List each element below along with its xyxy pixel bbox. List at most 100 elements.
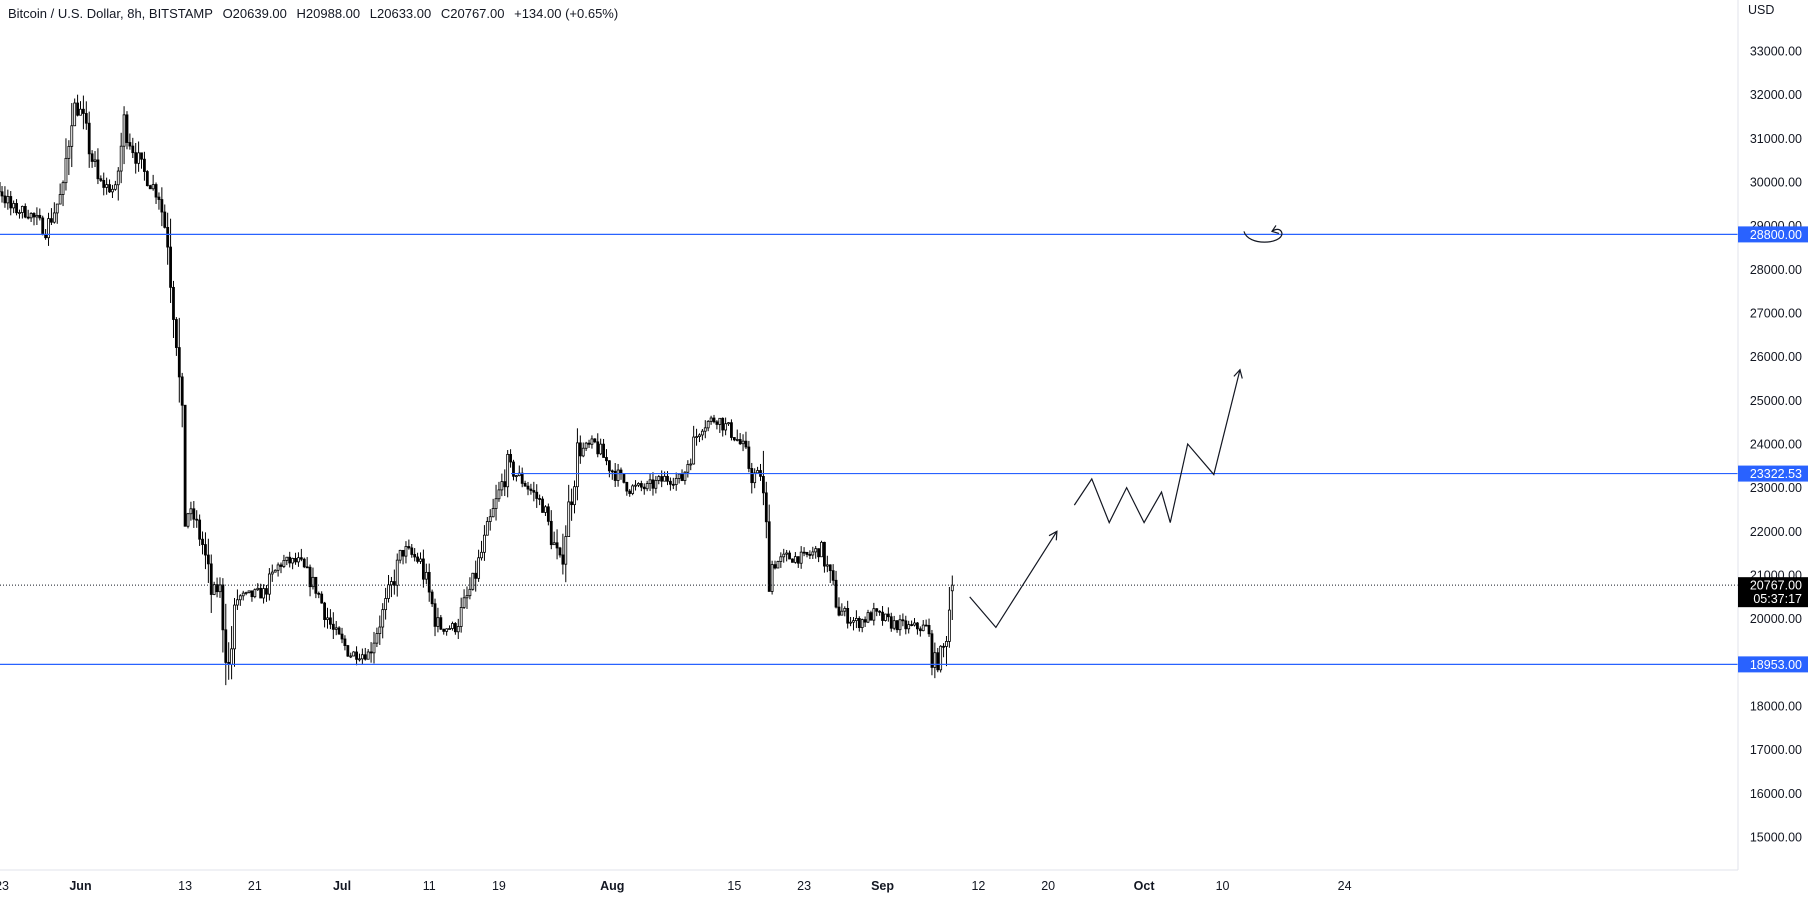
candle-body (547, 507, 549, 522)
candle-body (701, 431, 703, 435)
candle-body (806, 552, 808, 554)
candle-body (611, 471, 613, 472)
candle-body (132, 146, 134, 153)
candle-body (945, 641, 947, 646)
candle (791, 558, 793, 562)
candle-body (280, 565, 282, 567)
candle-body (745, 441, 747, 447)
candle-body (797, 557, 799, 564)
candle-body (672, 484, 674, 485)
candle (730, 419, 732, 440)
candle-body (928, 625, 930, 633)
candle-body (158, 197, 160, 199)
level-price-label: 18953.00 (1738, 656, 1808, 672)
candle-body (178, 348, 180, 377)
candle-body (175, 320, 177, 348)
candle-body (890, 617, 892, 628)
candle-body (568, 502, 570, 537)
price-tick-label: 30000.00 (1750, 176, 1802, 190)
candle-body (821, 542, 823, 556)
candle-body (524, 483, 526, 486)
candle-body (716, 422, 718, 425)
candle-body (388, 585, 390, 599)
candle (187, 513, 189, 528)
candle-body (605, 457, 607, 460)
candle-body (428, 572, 430, 592)
level-price-label: 28800.00 (1738, 226, 1808, 242)
price-axis[interactable]: USD15000.0016000.0017000.0018000.0019000… (1738, 0, 1808, 902)
candle-body (757, 471, 759, 473)
candle-body (832, 571, 834, 581)
candle-body (274, 570, 276, 572)
candle-body (399, 550, 401, 560)
candle-body (931, 634, 933, 668)
candle-body (719, 418, 721, 424)
candle-body (675, 478, 677, 484)
candle-body (626, 482, 628, 491)
candle-body (7, 196, 9, 202)
candle-body (571, 502, 573, 505)
candle-body (507, 454, 509, 486)
candle-body (492, 509, 494, 517)
candle-body (100, 179, 102, 181)
candle-body (196, 519, 198, 520)
candle-body (103, 180, 105, 187)
candle-body (321, 594, 323, 603)
candle-body (864, 620, 866, 623)
candle-body (260, 588, 262, 598)
candle-body (504, 482, 506, 487)
candle-body (681, 474, 683, 480)
candle-body (475, 573, 477, 578)
time-tick-label: Aug (600, 879, 624, 893)
candle-body (861, 620, 863, 628)
candle-body (690, 464, 692, 465)
candle-body (826, 565, 828, 566)
candle-body (248, 591, 250, 593)
candle-body (873, 609, 875, 620)
level-price-label: 23322.53 (1738, 466, 1808, 482)
candle-body (838, 607, 840, 615)
candle-body (120, 146, 122, 171)
candle-body (111, 189, 113, 192)
candle-body (669, 481, 671, 484)
candle-body (948, 610, 950, 641)
time-tick-label: Jun (69, 879, 91, 893)
candle-body (594, 439, 596, 442)
candle-body (39, 215, 41, 218)
candle-body (469, 589, 471, 595)
candle-body (332, 624, 334, 629)
candle-body (730, 423, 732, 438)
candle-body (350, 656, 352, 657)
candle-body (59, 195, 61, 205)
candle-body (204, 545, 206, 555)
candle-body (27, 217, 29, 218)
candle-body (922, 625, 924, 631)
candle (940, 645, 942, 672)
candle-body (50, 219, 52, 223)
candle-body (219, 585, 221, 592)
candle-body (661, 477, 663, 482)
candle-body (687, 464, 689, 472)
candle-body (934, 653, 936, 668)
candle-body (295, 558, 297, 562)
candle-body (574, 487, 576, 505)
candle-body (376, 634, 378, 644)
candle-body (559, 548, 561, 555)
candle-body (762, 476, 764, 492)
candle-body (385, 599, 387, 610)
time-tick-label: 15 (727, 879, 741, 893)
candle-body (658, 477, 660, 481)
candle-body (943, 646, 945, 647)
candle-body (597, 442, 599, 454)
candle-body (855, 618, 857, 620)
candle-body (45, 235, 47, 238)
candle-body (710, 418, 712, 421)
candle-body (478, 558, 480, 579)
candle-body (454, 623, 456, 631)
candle-body (172, 287, 174, 319)
candle-body (207, 555, 209, 564)
candle-body (251, 591, 253, 597)
